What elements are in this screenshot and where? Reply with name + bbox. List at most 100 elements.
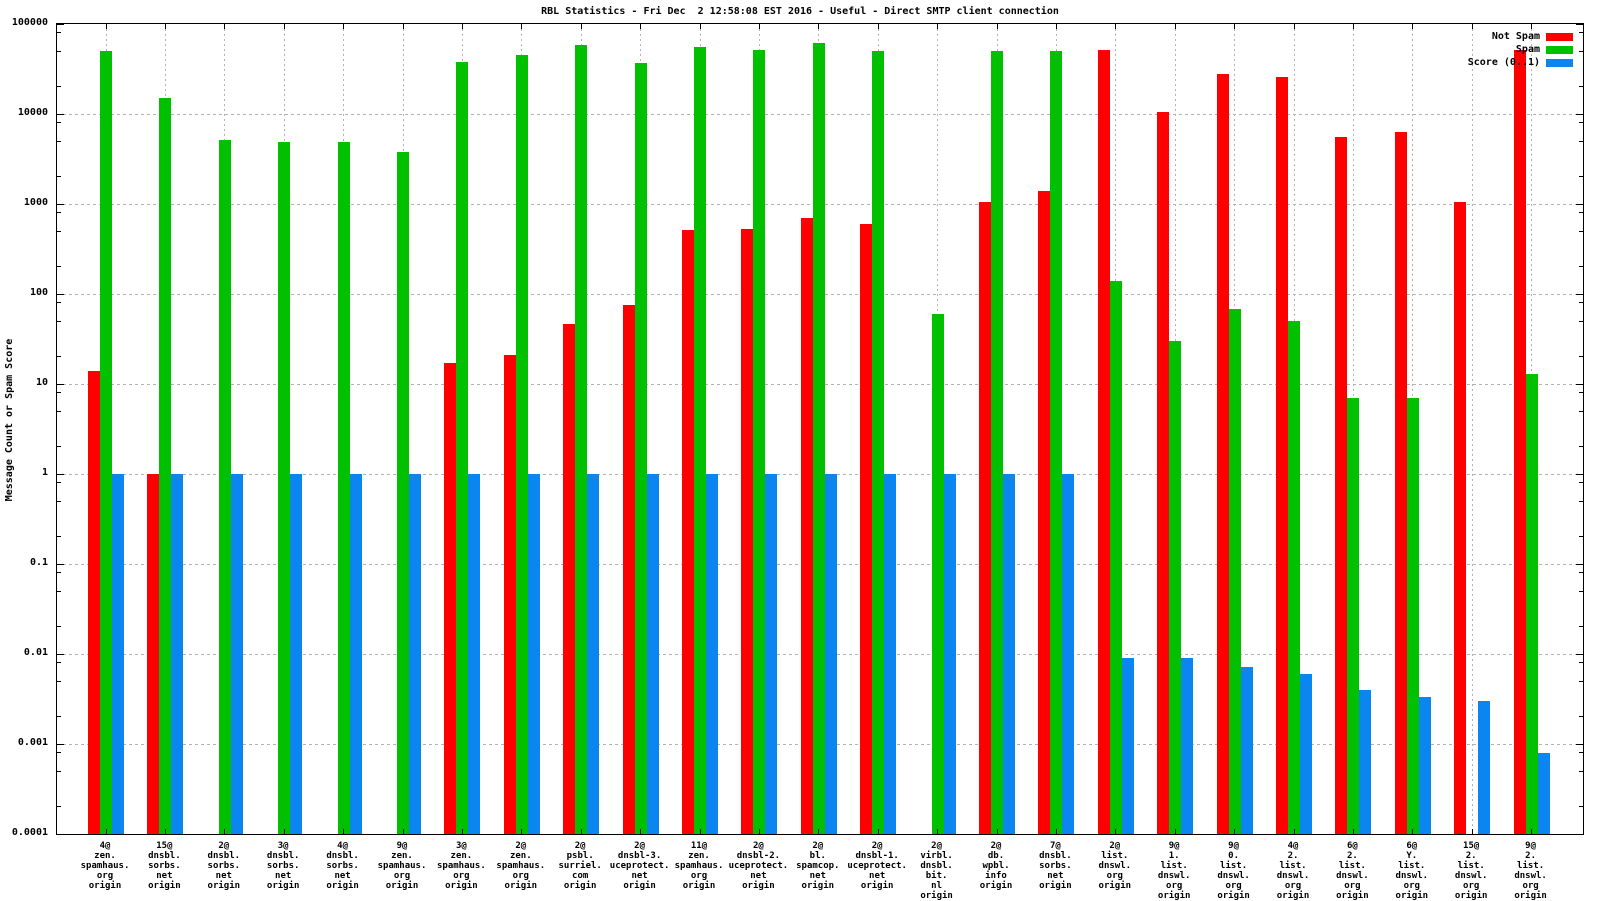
x-tick-bottom (1234, 829, 1236, 834)
y-minor-tick-left (57, 356, 61, 358)
y-minor-tick-right (1579, 500, 1583, 502)
bar-score-0-1 (765, 474, 778, 834)
x-category-label: 4@ dnsbl. sorbs. net origin (326, 841, 359, 891)
y-major-tick-left (57, 203, 64, 205)
x-category-label: 2@ dnsbl-3. uceprotect. net origin (609, 841, 670, 891)
bar-score-0-1 (1537, 752, 1550, 834)
x-tick-top (1352, 24, 1354, 29)
bar-score-0-1 (1418, 697, 1431, 834)
y-major-tick-right (1576, 653, 1583, 655)
bar-spam (337, 141, 350, 834)
x-tick-bottom (1531, 829, 1533, 834)
bar-spam (991, 51, 1003, 834)
y-minor-tick-right (1579, 662, 1583, 664)
bar-not-spam (741, 229, 754, 834)
bar-not-spam (1454, 202, 1467, 834)
bar-score-0-1 (1300, 673, 1312, 834)
y-minor-tick-right (1579, 446, 1583, 448)
bar-score-0-1 (943, 474, 956, 834)
y-minor-tick-left (57, 482, 61, 484)
y-major-tick-left (57, 113, 64, 115)
x-category-label: 3@ zen. spamhaus. org origin (437, 841, 486, 891)
x-category-label: 2@ virbl. dnsbl. bit. nl origin (920, 841, 953, 901)
y-minor-tick-right (1579, 212, 1583, 214)
bar-spam (1169, 341, 1182, 834)
x-category-label: 2@ list. dnswl. org origin (1098, 841, 1132, 891)
x-tick-bottom (1412, 829, 1414, 834)
y-major-tick-left (57, 653, 64, 655)
y-minor-tick-left (57, 572, 61, 574)
x-tick-bottom (1471, 829, 1473, 834)
chart-title: RBL Statistics - Fri Dec 2 12:58:08 EST … (541, 6, 1059, 17)
y-minor-tick-left (57, 626, 61, 628)
x-tick-top (283, 24, 285, 29)
y-minor-tick-left (57, 176, 61, 178)
y-major-tick-right (1576, 113, 1583, 115)
x-category-label: 2@ zen. spamhaus. org origin (496, 841, 546, 891)
x-category-label: 2@ dnsbl-2. uceprotect. net origin (728, 841, 789, 891)
y-tick-label: 0.1 (29, 557, 48, 568)
legend-row: Spam (1468, 43, 1573, 56)
x-category-label: 6@ 2. list. dnswl. org origin (1336, 841, 1369, 901)
x-tick-top (758, 24, 760, 29)
y-minor-tick-right (1579, 356, 1583, 358)
bar-spam (456, 61, 469, 834)
bar-not-spam (1513, 49, 1526, 834)
legend-swatch (1546, 32, 1573, 41)
bar-not-spam (1216, 73, 1229, 834)
x-category-label: 15@ dnsbl. sorbs. net origin (148, 841, 181, 891)
bar-not-spam (1038, 190, 1051, 834)
x-tick-bottom (343, 829, 345, 834)
x-category-label: 2@ dnsbl. sorbs. net origin (207, 841, 241, 891)
y-minor-tick-left (57, 752, 61, 754)
legend-label: Spam (1515, 44, 1540, 55)
bar-not-spam (1394, 132, 1407, 834)
bar-spam (872, 51, 885, 834)
bar-not-spam (682, 229, 694, 834)
bar-spam (159, 98, 172, 834)
bar-spam (1228, 309, 1241, 834)
bar-not-spam (563, 324, 576, 834)
x-category-label: 9@ 2. list. dnswl. org origin (1514, 841, 1547, 901)
y-minor-tick-left (57, 806, 61, 808)
x-tick-top (640, 24, 642, 29)
legend: Not Spam Spam Score (0..1) (1468, 30, 1573, 69)
x-tick-top (1531, 24, 1533, 29)
bar-spam (575, 44, 588, 834)
y-minor-tick-left (57, 410, 61, 412)
x-tick-top (1412, 24, 1414, 29)
bar-spam (812, 43, 825, 834)
x-category-label: 3@ dnsbl. sorbs. net origin (266, 841, 300, 891)
bar-spam (931, 313, 944, 834)
bar-spam (1109, 280, 1122, 834)
bar-score-0-1 (1062, 474, 1075, 834)
bar-score-0-1 (1240, 666, 1253, 834)
y-major-tick-left (57, 383, 64, 385)
x-tick-top (996, 24, 998, 29)
x-tick-bottom (937, 829, 939, 834)
y-minor-tick-left (57, 32, 61, 34)
y-minor-tick-right (1579, 770, 1583, 772)
bar-score-0-1 (1121, 658, 1134, 834)
x-category-label: 11@ zen. spamhaus. org origin (674, 841, 724, 891)
x-tick-top (1234, 24, 1236, 29)
x-tick-top (1055, 24, 1057, 29)
x-tick-bottom (877, 829, 879, 834)
bar-score-0-1 (527, 474, 540, 834)
y-tick-label: 100000 (11, 17, 48, 28)
bar-not-spam (444, 363, 457, 834)
x-tick-top (580, 24, 582, 29)
plot-area (56, 23, 1584, 835)
y-major-tick-right (1576, 23, 1583, 25)
bar-not-spam (503, 355, 516, 834)
y-minor-tick-left (57, 302, 61, 304)
y-minor-tick-left (57, 590, 61, 592)
x-category-label: 9@ zen. spamhaus. org origin (377, 841, 427, 891)
x-tick-top (521, 24, 523, 29)
bar-score-0-1 (646, 474, 659, 834)
x-tick-bottom (996, 829, 998, 834)
y-major-tick-left (57, 293, 64, 295)
x-category-label: 2@ psbl. surriel. com origin (558, 841, 602, 891)
bar-spam (634, 62, 647, 834)
